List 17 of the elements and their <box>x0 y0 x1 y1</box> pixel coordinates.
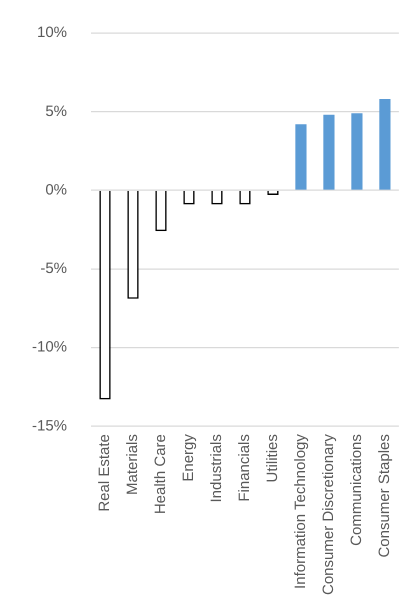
y-tick-label: 0% <box>45 181 68 198</box>
y-tick-label: -10% <box>32 338 68 356</box>
x-tick-label: Industrials <box>208 434 226 502</box>
x-tick-label: Real Estate <box>96 434 114 512</box>
x-tick-label: Utilities <box>264 434 282 482</box>
x-tick-label: Communications <box>348 434 366 546</box>
y-tick-label: 10% <box>36 24 68 42</box>
y-tick-label: -15% <box>32 417 68 434</box>
x-tick-label: Materials <box>124 434 142 495</box>
x-tick-label: Health Care <box>152 434 170 514</box>
x-tick-label: Financials <box>236 434 254 502</box>
x-tick-label: Consumer Staples <box>376 434 394 558</box>
x-tick-label: Information Technology <box>292 434 310 589</box>
x-tick-label: Energy <box>180 434 198 482</box>
x-tick-label: Consumer Discretionary <box>320 434 338 596</box>
y-tick-label: 5% <box>45 102 68 120</box>
y-tick-label: -5% <box>40 260 68 278</box>
